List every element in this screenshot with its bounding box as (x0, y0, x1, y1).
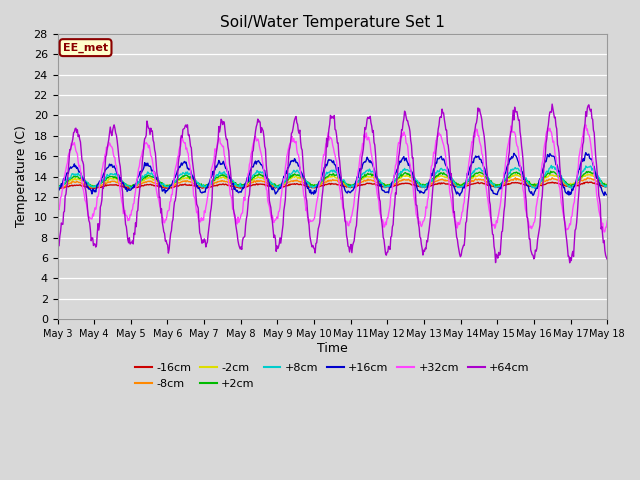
Title: Soil/Water Temperature Set 1: Soil/Water Temperature Set 1 (220, 15, 445, 30)
Legend: -16cm, -8cm, -2cm, +2cm, +8cm, +16cm, +32cm, +64cm: -16cm, -8cm, -2cm, +2cm, +8cm, +16cm, +3… (131, 359, 534, 393)
Y-axis label: Temperature (C): Temperature (C) (15, 126, 28, 228)
X-axis label: Time: Time (317, 342, 348, 355)
Text: EE_met: EE_met (63, 43, 108, 53)
